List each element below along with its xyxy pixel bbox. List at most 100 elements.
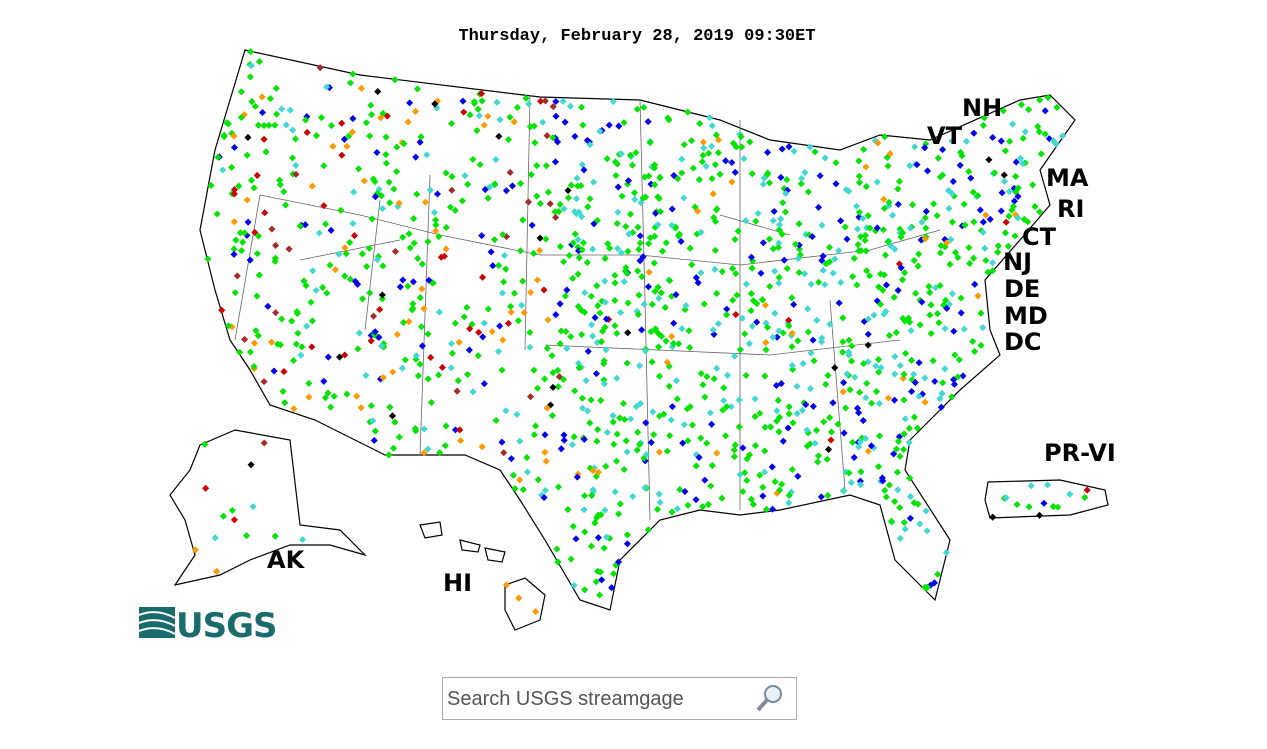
gage-dot xyxy=(470,98,478,106)
gage-dot xyxy=(801,169,809,177)
gage-dot xyxy=(276,176,284,184)
gage-dot xyxy=(493,98,501,106)
gage-dot xyxy=(905,424,913,432)
gage-dot xyxy=(756,409,764,417)
gage-dot xyxy=(533,276,541,284)
gage-dot xyxy=(921,144,929,152)
gage-dot xyxy=(636,399,644,408)
gage-dot xyxy=(863,379,871,387)
search-box[interactable]: Search USGS streamgage xyxy=(442,677,797,720)
gage-dot xyxy=(473,127,481,135)
gage-dot xyxy=(655,331,664,339)
gage-dot xyxy=(401,356,409,364)
gage-dot xyxy=(677,237,685,245)
gage-dot xyxy=(855,247,863,255)
gage-dot xyxy=(842,186,850,194)
gage-dot xyxy=(1006,137,1014,145)
gage-dot xyxy=(748,170,756,178)
gage-dot xyxy=(280,188,288,196)
gage-dot xyxy=(388,412,396,420)
gage-dot xyxy=(230,218,238,226)
gage-dot xyxy=(921,235,929,243)
gage-dot xyxy=(847,479,855,487)
gage-dot xyxy=(723,371,732,379)
pr-outline xyxy=(984,479,1109,519)
gage-dot xyxy=(864,330,872,338)
gage-dot xyxy=(705,149,713,157)
gage-dot xyxy=(575,364,583,372)
gage-dot xyxy=(536,246,544,255)
gage-dot xyxy=(885,481,893,489)
gage-dot xyxy=(696,120,704,128)
gage-dot xyxy=(327,403,335,411)
gage-dot xyxy=(771,478,779,486)
gage-dot xyxy=(559,375,568,383)
gage-dot xyxy=(866,224,874,232)
gage-dot xyxy=(861,236,869,244)
gage-dot xyxy=(531,139,539,147)
gage-dot xyxy=(581,528,589,536)
gage-dot xyxy=(326,261,334,269)
gage-dot xyxy=(540,286,548,294)
gage-dot xyxy=(479,273,487,281)
gage-dot xyxy=(554,383,562,391)
gage-dot xyxy=(611,271,619,279)
gage-dot xyxy=(634,428,642,436)
gage-dot xyxy=(775,428,783,436)
gage-dot xyxy=(596,591,604,599)
gage-dot xyxy=(713,289,721,298)
gage-dot xyxy=(708,142,716,150)
gage-dot xyxy=(915,359,923,367)
gage-dot xyxy=(774,243,782,252)
gage-dot xyxy=(589,332,597,340)
gage-dot xyxy=(723,403,731,411)
gage-dot xyxy=(753,300,761,308)
gage-dot xyxy=(435,308,443,316)
gage-dot xyxy=(460,108,468,116)
gage-dot xyxy=(617,249,625,257)
gage-dot xyxy=(699,503,707,511)
gage-dot xyxy=(346,275,354,283)
gage-dot xyxy=(819,266,827,274)
gage-dot xyxy=(946,260,954,268)
gage-dot xyxy=(644,526,652,534)
gage-dot xyxy=(566,102,574,110)
gage-dot xyxy=(308,182,316,190)
gage-dot xyxy=(302,116,310,124)
gage-dot xyxy=(379,109,387,117)
gage-dot xyxy=(369,175,377,183)
gage-dot xyxy=(688,421,696,429)
state-label: CT xyxy=(1022,223,1057,251)
gage-dot xyxy=(220,131,228,139)
gage-dot xyxy=(498,366,506,374)
gage-dot xyxy=(712,131,720,139)
gage-dot xyxy=(613,430,621,438)
gage-dot xyxy=(617,150,625,158)
gage-dot xyxy=(636,440,644,448)
search-icon[interactable] xyxy=(754,682,786,714)
gage-dot xyxy=(484,305,492,313)
gage-dot xyxy=(510,118,518,126)
gage-dot xyxy=(950,327,958,335)
gage-dot xyxy=(235,182,243,190)
gage-dot xyxy=(891,370,899,378)
gage-dot xyxy=(692,462,700,470)
gage-dot xyxy=(747,495,755,503)
gage-dot xyxy=(863,267,871,275)
gage-dot xyxy=(398,364,406,372)
gage-dot xyxy=(298,343,306,351)
gage-dot xyxy=(739,488,747,496)
gage-dot xyxy=(997,137,1005,145)
gage-dot xyxy=(399,233,407,241)
gage-dot xyxy=(475,112,483,120)
gage-dot xyxy=(468,320,476,328)
gage-dot xyxy=(371,193,379,201)
gage-dot xyxy=(584,407,592,415)
gage-dot xyxy=(768,463,776,471)
gage-dot xyxy=(649,408,657,416)
gage-dot xyxy=(806,385,814,393)
gage-dot xyxy=(697,434,705,442)
gage-dot xyxy=(970,129,978,137)
gage-dot xyxy=(615,558,623,566)
